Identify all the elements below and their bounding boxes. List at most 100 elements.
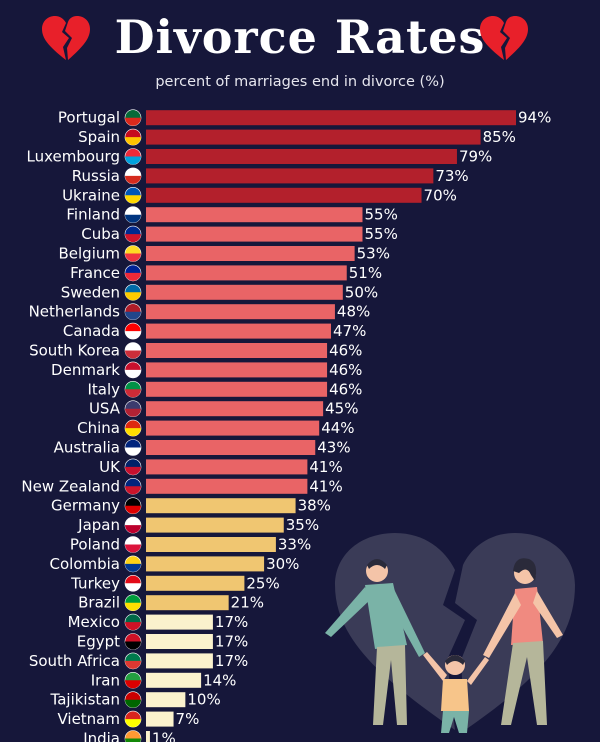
- flag-icon: [124, 206, 142, 223]
- flag-icon: [124, 458, 142, 476]
- flag-icon: [124, 652, 142, 670]
- flag-icon: [124, 109, 142, 126]
- value-label: 38%: [298, 497, 331, 515]
- value-label: 35%: [286, 516, 319, 534]
- value-label: 46%: [329, 342, 362, 360]
- flag-icon: [124, 613, 142, 631]
- category-label: Belgium: [59, 245, 121, 263]
- flag-icon: [124, 710, 142, 728]
- flag-icon: [124, 594, 142, 612]
- value-label: 17%: [215, 613, 248, 631]
- flag-icon: [124, 322, 142, 340]
- flag-icon: [124, 187, 142, 204]
- bar-row: China 44%: [77, 419, 354, 437]
- category-label: USA: [89, 400, 121, 418]
- bar-row: Sweden 50%: [61, 283, 378, 301]
- category-label: South Africa: [29, 652, 120, 670]
- bar-row: Italy 46%: [87, 380, 362, 398]
- bar-row: South Korea 46%: [29, 342, 362, 360]
- category-label: Tajikistan: [50, 691, 120, 709]
- bar-row: Ukraine 70%: [62, 186, 457, 204]
- bar-row: Denmark 46%: [51, 361, 362, 379]
- bar-row: Japan 35%: [77, 516, 319, 534]
- broken-heart-icon: [480, 16, 528, 60]
- value-label: 70%: [424, 186, 457, 204]
- bar-row: Russia 73%: [72, 167, 469, 185]
- value-label: 53%: [357, 245, 390, 263]
- bar-row: Cuba 55%: [81, 225, 398, 243]
- flag-icon: [124, 439, 142, 456]
- flag-icon: [124, 400, 142, 418]
- bar: [146, 381, 328, 397]
- flag-icon: [124, 303, 142, 321]
- bar: [146, 265, 347, 281]
- flag-icon: [124, 555, 142, 573]
- bar: [146, 401, 324, 417]
- broken-heart-family-icon: [325, 533, 575, 733]
- category-label: Italy: [87, 380, 120, 398]
- category-label: Poland: [70, 536, 120, 554]
- category-label: Spain: [78, 128, 120, 146]
- category-label: Japan: [77, 516, 120, 534]
- value-label: 41%: [309, 458, 342, 476]
- flag-icon: [124, 497, 142, 515]
- value-label: 17%: [215, 652, 248, 670]
- flag-icon: [124, 477, 142, 495]
- bar-row: India 1%: [83, 730, 176, 742]
- value-label: 47%: [333, 322, 366, 340]
- value-label: 55%: [364, 206, 397, 224]
- category-label: Portugal: [58, 109, 120, 127]
- bar: [146, 672, 202, 688]
- flag-icon: [124, 128, 142, 146]
- value-label: 79%: [459, 148, 492, 166]
- bar-row: Netherlands 48%: [29, 303, 371, 321]
- bar: [146, 595, 229, 611]
- category-label: Brazil: [78, 594, 120, 612]
- value-label: 73%: [435, 167, 468, 185]
- flag-icon: [124, 691, 142, 709]
- flag-icon: [124, 167, 142, 185]
- bar: [146, 440, 316, 455]
- category-label: South Korea: [29, 342, 120, 360]
- bar: [146, 556, 265, 572]
- value-label: 50%: [345, 283, 378, 301]
- category-label: New Zealand: [21, 477, 120, 495]
- bar: [146, 498, 296, 514]
- bar: [146, 168, 434, 184]
- category-label: Sweden: [61, 283, 120, 301]
- category-label: Egypt: [77, 633, 120, 651]
- bar-row: Tajikistan 10%: [50, 691, 221, 709]
- flag-icon: [124, 633, 142, 650]
- value-label: 46%: [329, 380, 362, 398]
- value-label: 45%: [325, 400, 358, 418]
- value-label: 41%: [309, 477, 342, 495]
- bar: [146, 575, 245, 591]
- category-label: Ukraine: [62, 186, 120, 204]
- category-label: Turkey: [70, 574, 120, 592]
- bar: [146, 226, 363, 242]
- bar-row: Spain 85%: [78, 128, 516, 146]
- value-label: 94%: [518, 109, 551, 127]
- bar: [146, 362, 328, 378]
- bar-row: USA 45%: [89, 400, 359, 418]
- bar: [146, 187, 422, 203]
- bar: [146, 459, 308, 475]
- category-label: Denmark: [51, 361, 120, 379]
- chart-subtitle: percent of marriages end in divorce (%): [155, 74, 445, 90]
- bar-row: South Africa 17%: [29, 652, 248, 670]
- bar: [146, 246, 355, 261]
- bar: [146, 129, 481, 145]
- category-label: Netherlands: [29, 303, 121, 321]
- bar-row: UK 41%: [99, 458, 343, 476]
- bar: [146, 478, 308, 494]
- bar: [146, 711, 174, 727]
- bar-row: Mexico 17%: [68, 613, 249, 631]
- value-label: 48%: [337, 303, 370, 321]
- category-label: France: [70, 264, 120, 282]
- bar-row: Egypt 17%: [77, 633, 249, 651]
- value-label: 51%: [349, 264, 382, 282]
- bar-row: Australia 43%: [54, 439, 351, 457]
- bar-row: Portugal 94%: [58, 109, 551, 127]
- category-label: Germany: [51, 497, 120, 515]
